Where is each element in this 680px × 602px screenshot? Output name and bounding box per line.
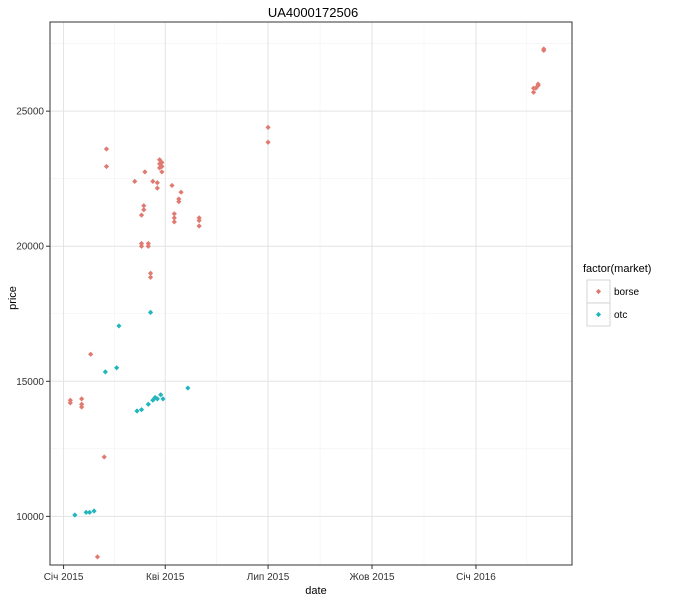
data-point-borse <box>141 207 147 213</box>
data-point-otc <box>134 408 140 414</box>
data-point-borse <box>159 159 165 166</box>
data-point-borse <box>196 223 202 229</box>
data-point-borse <box>145 243 151 249</box>
data-point-borse <box>138 243 145 249</box>
data-point-borse <box>138 240 145 247</box>
data-point-otc <box>102 369 108 375</box>
data-point-borse <box>79 404 85 410</box>
data-point-otc <box>83 509 89 515</box>
data-point-otc <box>160 396 166 402</box>
legend-marker-borse <box>595 288 602 295</box>
data-point-otc <box>91 508 97 514</box>
data-point-borse <box>141 203 147 209</box>
data-point-otc <box>150 397 156 403</box>
y-tick-label: 15000 <box>16 377 44 388</box>
data-point-otc <box>116 323 122 329</box>
legend-label-otc: otc <box>614 310 627 321</box>
data-points <box>67 46 547 560</box>
data-point-otc <box>158 392 164 398</box>
data-point-borse <box>150 178 156 184</box>
x-tick-label: Жов 2015 <box>349 572 394 583</box>
data-point-borse <box>541 47 547 53</box>
data-point-borse <box>67 397 73 403</box>
legend-title: factor(market) <box>583 263 651 275</box>
data-point-otc <box>147 309 154 316</box>
y-axis-title: price <box>7 286 19 310</box>
data-point-borse <box>94 554 101 560</box>
legend: factor(market) borse otc <box>583 263 651 327</box>
data-point-borse <box>196 215 202 221</box>
legend-label-borse: borse <box>614 287 639 298</box>
data-point-borse <box>132 178 138 184</box>
data-point-borse <box>145 240 151 247</box>
data-point-borse <box>138 212 145 218</box>
data-point-otc <box>138 407 145 413</box>
y-tick-label: 20000 <box>16 242 44 253</box>
data-point-borse <box>67 400 73 406</box>
data-point-borse <box>178 189 184 195</box>
data-point-borse <box>535 82 541 89</box>
data-point-otc <box>145 401 151 407</box>
data-point-borse <box>103 163 110 170</box>
gridlines <box>49 21 573 566</box>
x-tick-label: Кві 2015 <box>146 572 185 583</box>
x-axis-title: date <box>305 585 326 597</box>
data-point-otc <box>86 509 93 515</box>
data-point-otc <box>185 385 191 391</box>
data-point-borse <box>533 85 539 91</box>
x-tick-label: Січ 2015 <box>44 572 84 583</box>
data-point-borse <box>265 124 271 130</box>
y-tick-label: 10000 <box>16 512 44 523</box>
plot-panel <box>50 22 572 565</box>
x-axis: Січ 2015 Кві 2015 Лип 2015 Жов 2015 Січ 2016 <box>44 565 496 583</box>
data-point-borse <box>154 185 160 191</box>
data-point-borse <box>154 180 160 186</box>
data-point-borse <box>176 196 182 202</box>
x-tick-label: Лип 2015 <box>247 572 290 583</box>
data-point-borse <box>169 182 175 189</box>
panel-background <box>50 22 572 565</box>
data-point-borse <box>176 199 182 205</box>
data-point-borse <box>196 217 202 224</box>
x-tick-label: Січ 2016 <box>456 572 496 583</box>
legend-marker-otc <box>595 311 602 318</box>
data-point-borse <box>171 215 177 221</box>
chart-title: UA4000172506 <box>268 5 358 20</box>
data-point-otc <box>114 365 120 371</box>
data-point-borse <box>147 274 154 280</box>
legend-items: borse otc <box>586 279 639 327</box>
data-point-borse <box>101 454 107 460</box>
data-point-borse <box>147 270 154 276</box>
data-point-borse <box>79 396 85 402</box>
data-point-borse <box>159 163 165 170</box>
data-point-borse <box>142 169 148 175</box>
data-point-borse <box>159 169 165 175</box>
y-tick-label: 25000 <box>16 107 44 118</box>
data-point-borse <box>171 211 177 217</box>
y-axis: 10000 15000 20000 25000 <box>16 107 50 523</box>
data-point-borse <box>171 219 177 225</box>
data-point-borse <box>79 401 85 407</box>
data-point-borse <box>103 146 110 152</box>
panel-border <box>49 21 573 566</box>
data-point-otc <box>154 396 160 402</box>
data-point-borse <box>530 89 537 95</box>
data-point-borse <box>88 351 94 357</box>
data-point-borse <box>265 139 271 145</box>
data-point-otc <box>72 512 78 518</box>
